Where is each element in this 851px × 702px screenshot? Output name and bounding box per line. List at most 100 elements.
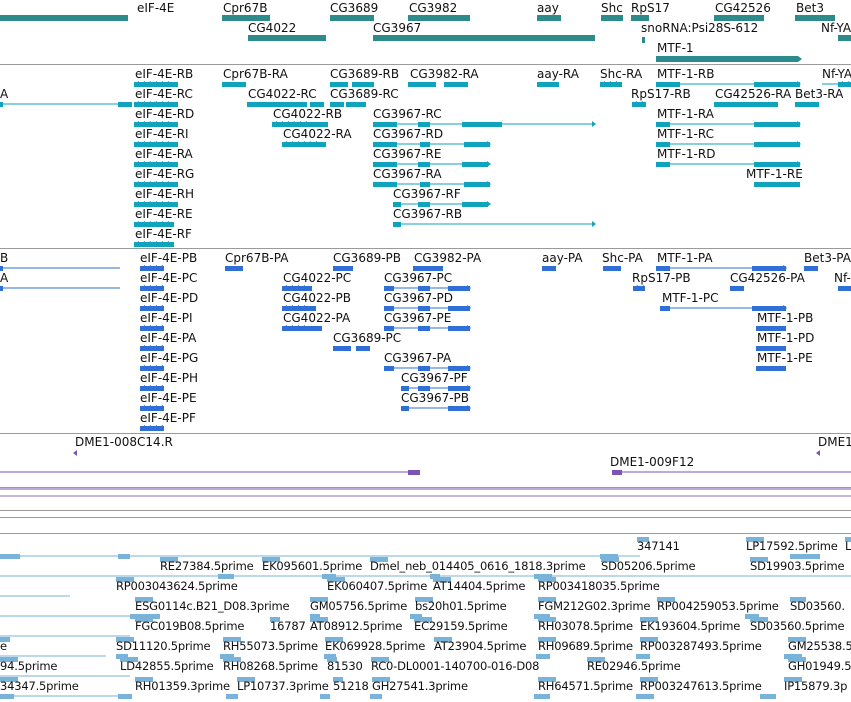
est-esg0114c-b21-d08-3prime-feature[interactable] <box>135 597 153 602</box>
transcript-cg3967-re-exon[interactable] <box>373 162 397 167</box>
protein-cg3967-pd-exon[interactable] <box>418 306 430 311</box>
protein-mtf-1-pb-exon[interactable] <box>756 326 786 331</box>
transcript-cg3967-rd-exon[interactable] <box>373 142 397 147</box>
transcript-mtf-1-re-exon[interactable] <box>754 182 800 187</box>
transcript-cg4022-rb-strand[interactable] <box>272 121 307 127</box>
transcript-cg3689-rc-exon[interactable] <box>346 102 366 107</box>
est-segment-14[interactable] <box>220 654 234 659</box>
protein-mtf-1-pa-exon[interactable] <box>752 266 786 271</box>
est-347141-feature[interactable] <box>637 537 649 542</box>
protein-cg3967-pc-exon[interactable] <box>448 286 470 291</box>
est-rh08268-5prime-feature[interactable] <box>223 657 241 662</box>
est-segment-3[interactable] <box>790 554 820 559</box>
est-ek193604-5prime-feature[interactable] <box>640 617 658 622</box>
est-gm05756-5prime-feature[interactable] <box>310 597 328 602</box>
est-sd03560-5prime-feature[interactable] <box>750 617 768 622</box>
est-segment-10[interactable] <box>410 614 422 619</box>
gene-aay[interactable] <box>537 15 561 21</box>
protein-cg3967-pd-exon[interactable] <box>384 306 394 311</box>
est-51218-feature[interactable] <box>333 677 343 682</box>
transcript-mtf-1-rd-exon[interactable] <box>656 162 670 167</box>
transcript-mtf-1-ra-exon[interactable] <box>656 122 670 127</box>
gene-shc[interactable] <box>601 15 623 21</box>
protein-cg3689-pb-exon[interactable] <box>333 266 353 271</box>
protein-cg3967-pe-exon[interactable] <box>448 326 470 331</box>
transcript-shc-ra-strand[interactable] <box>600 81 617 87</box>
transcript-cg3967-rc-exon[interactable] <box>462 122 502 127</box>
protein-cg3689-pc-exon[interactable] <box>333 346 351 351</box>
protein-eif-4e-pg-strand[interactable] <box>140 365 163 371</box>
protein-cg3967-pb-exon[interactable] <box>448 406 470 411</box>
est-at14404-5prime-feature[interactable] <box>433 577 451 582</box>
transcript-mtf-1-rd-exon[interactable] <box>754 162 800 167</box>
est-rh64571-5prime-feature[interactable] <box>538 677 556 682</box>
transcript-cg3967-re-exon[interactable] <box>462 162 488 167</box>
protein-cg3689-pc-exon[interactable] <box>356 346 370 351</box>
gene-cpr67b[interactable] <box>222 15 270 21</box>
est-lp10737-3prime-feature[interactable] <box>237 677 255 682</box>
protein-eif-4e-pb-strand[interactable] <box>140 265 163 271</box>
protein-mtf-1-pc-exon[interactable] <box>752 306 786 311</box>
transcript-cg3689-rb-exon[interactable] <box>330 82 348 87</box>
protein-cg3967-pf-exon[interactable] <box>448 386 470 391</box>
est-l-feature[interactable] <box>845 537 851 542</box>
est-segment-15[interactable] <box>324 654 336 659</box>
est-rp003418035-5prime-feature[interactable] <box>538 577 556 582</box>
protein-eif-4e-pa-strand[interactable] <box>140 345 163 351</box>
protein-cg42526-pa-exon[interactable] <box>730 286 744 291</box>
protein-cg3967-pd-exon[interactable] <box>448 306 470 311</box>
protein-nf-exon[interactable] <box>838 286 851 291</box>
protein-aay-pa-exon[interactable] <box>542 266 556 271</box>
est-segment-20[interactable] <box>118 694 132 699</box>
protein-cg3967-pa-exon[interactable] <box>418 366 430 371</box>
gene-rps17[interactable] <box>631 15 649 21</box>
transcript-eif-4e-rb-strand[interactable] <box>134 81 169 87</box>
transcript-mtf-1-rc-exon[interactable] <box>656 142 670 147</box>
transcript-eif-4e-rg-strand[interactable] <box>134 181 169 187</box>
protein-eif-4e-pg-exon[interactable] <box>140 366 164 371</box>
transcript-cg3967-rb-exon[interactable] <box>393 222 401 227</box>
protein-eif-4e-pd-exon[interactable] <box>140 306 164 311</box>
clone-dme1-008c14-r-end[interactable] <box>408 470 420 475</box>
transcript-nf-ya-strand[interactable] <box>838 81 849 87</box>
protein-rps17-pb-exon[interactable] <box>633 286 645 291</box>
protein-eif-4e-pe-strand[interactable] <box>140 405 163 411</box>
transcript-cg3967-ra-exon[interactable] <box>464 182 490 187</box>
est-segment-26[interactable] <box>760 694 776 699</box>
est-segment-16[interactable] <box>536 654 550 659</box>
est-segment-21[interactable] <box>226 694 238 699</box>
transcript-cg4022-rc-exon[interactable] <box>247 102 307 107</box>
protein-eif-4e-pf-strand[interactable] <box>140 425 163 431</box>
transcript-aay-ra-exon[interactable] <box>537 82 559 87</box>
est-rh09689-5prime-feature[interactable] <box>538 637 556 642</box>
est-segment-23[interactable] <box>370 694 382 699</box>
protein-cg3967-pf-exon[interactable] <box>418 386 430 391</box>
est-segment-12[interactable] <box>745 614 759 619</box>
protein-eif-4e-pi-exon[interactable] <box>140 326 164 331</box>
protein-eif-4e-pc-exon[interactable] <box>140 286 164 291</box>
est-at23904-5prime-feature[interactable] <box>434 637 452 642</box>
est-sd03560-feature[interactable] <box>790 597 806 602</box>
transcript-cg3967-rc-exon[interactable] <box>418 122 430 127</box>
protein-eif-4e-pf-exon[interactable] <box>140 426 164 431</box>
est-fgc019b08-5prime-feature[interactable] <box>135 617 153 622</box>
protein-eif-4e-pc-strand[interactable] <box>140 285 163 291</box>
transcript-cg3967-ra-exon[interactable] <box>420 182 430 187</box>
transcript-cg3967-ra-exon[interactable] <box>373 182 397 187</box>
est-segment-24[interactable] <box>534 694 550 699</box>
est-segment-7[interactable] <box>534 574 552 579</box>
transcript-cg3967-re-exon[interactable] <box>418 162 430 167</box>
est-sd19903-5prime-feature[interactable] <box>750 557 768 562</box>
protein-cg3982-pa-exon[interactable] <box>413 266 443 271</box>
est-sd11120-5prime-feature[interactable] <box>116 637 134 642</box>
est-ld42855-5prime-feature[interactable] <box>120 657 138 662</box>
est-segment-19[interactable] <box>0 694 14 699</box>
protein-eif-4e-ph-exon[interactable] <box>140 386 164 391</box>
transcript-nf-ya-exon[interactable] <box>838 82 851 87</box>
est-segment-11[interactable] <box>534 614 550 619</box>
est-rc0-dl0001-140700-016-d08-feature[interactable] <box>371 657 389 662</box>
transcript-eif-4e-ra-strand[interactable] <box>134 161 169 167</box>
transcript-cg3689-rb-exon[interactable] <box>352 82 374 87</box>
est-re02946-5prime-feature[interactable] <box>587 657 605 662</box>
transcript-eif-4e-rh-strand[interactable] <box>134 201 169 207</box>
